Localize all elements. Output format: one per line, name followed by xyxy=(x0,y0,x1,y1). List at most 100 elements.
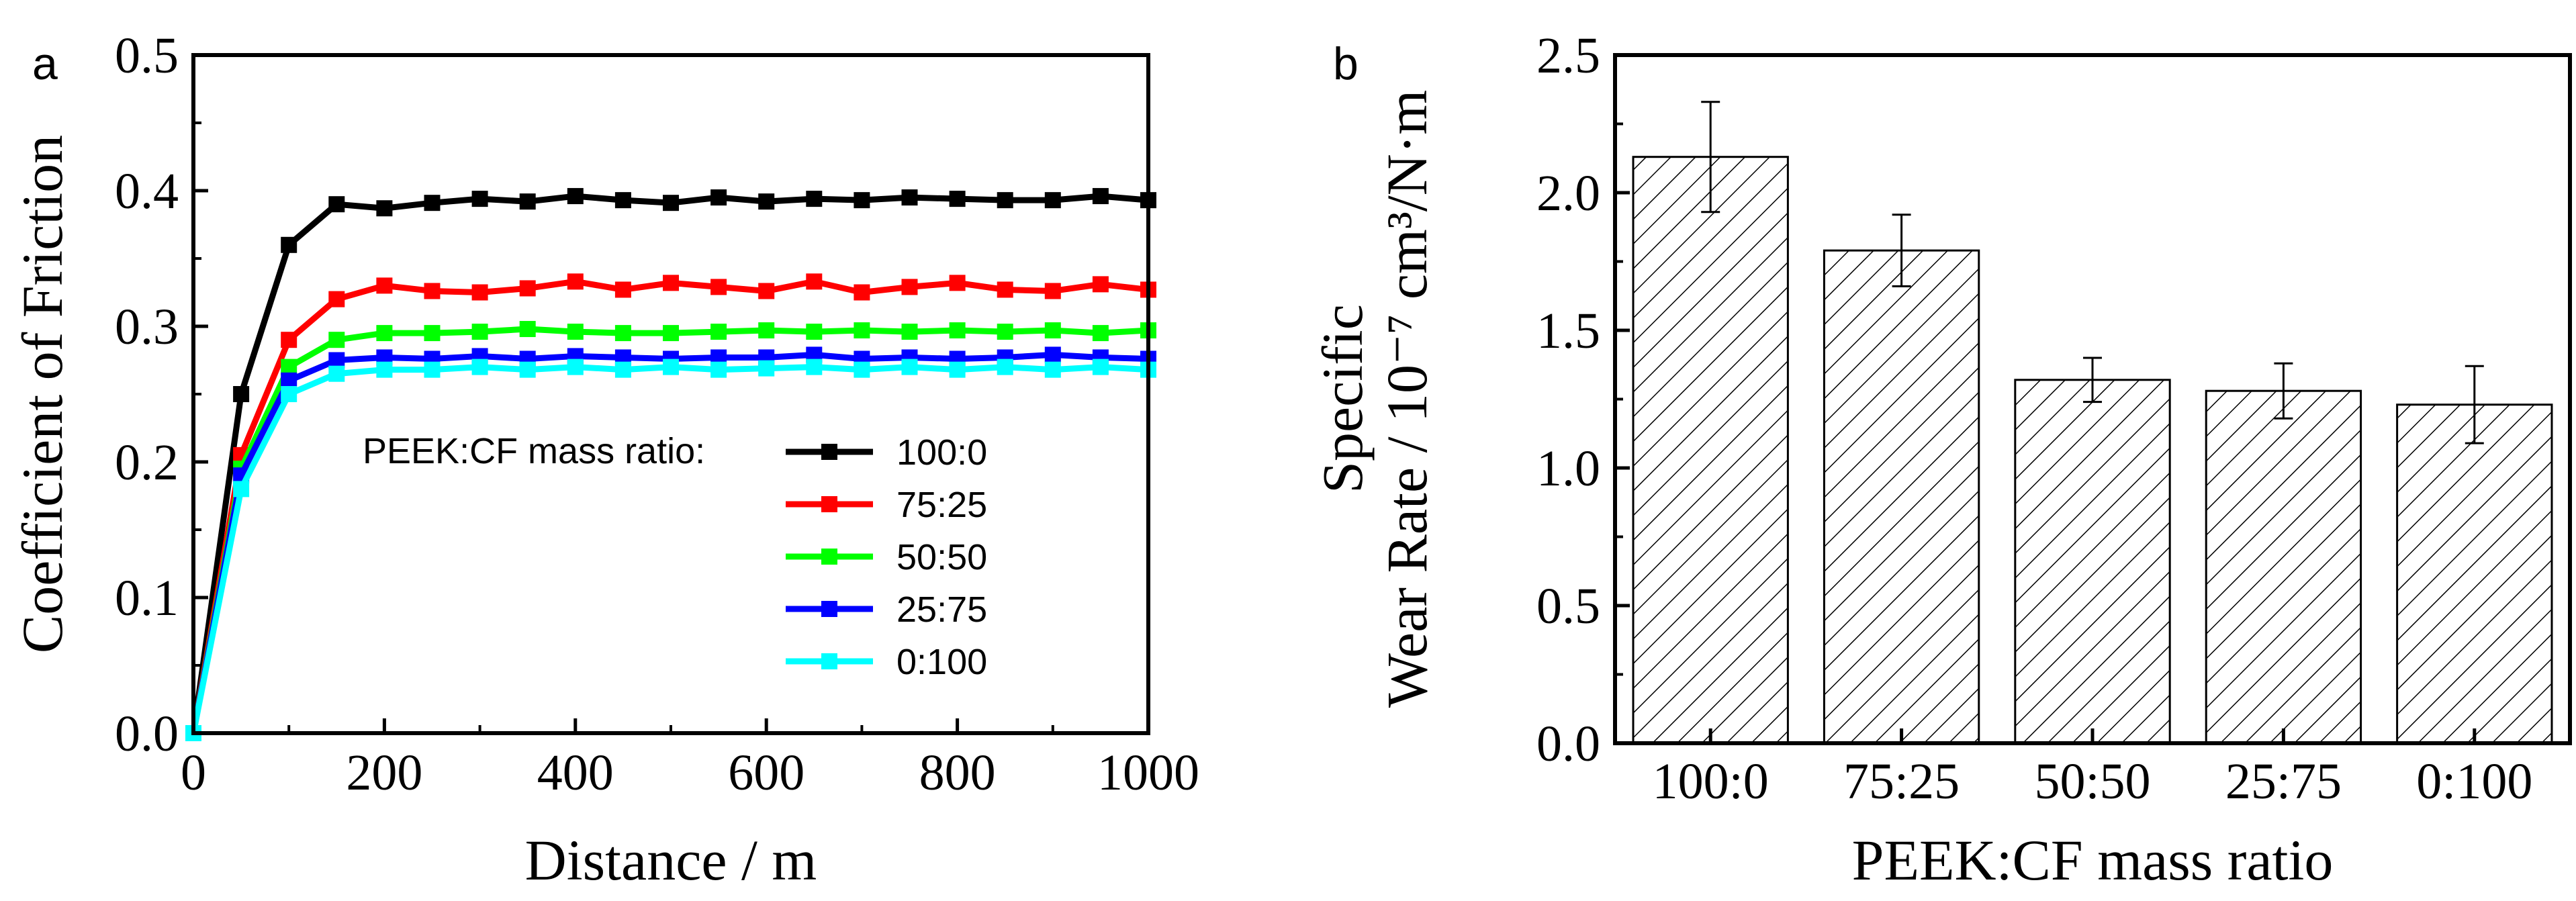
y-tick-label: 0.2 xyxy=(115,434,179,491)
data-point xyxy=(710,189,727,206)
data-point xyxy=(758,322,775,339)
x-tick-label: 0 xyxy=(181,745,206,801)
bar xyxy=(2205,389,2362,745)
x-tick-label: 75:25 xyxy=(1843,753,1960,810)
data-point xyxy=(901,324,918,340)
data-point xyxy=(854,361,870,378)
x-tick-label: 800 xyxy=(919,745,996,801)
data-point xyxy=(281,359,297,375)
data-point xyxy=(1044,192,1061,209)
bar xyxy=(1823,249,1980,745)
data-point xyxy=(997,192,1013,209)
y-tick-label: 0.3 xyxy=(115,299,179,355)
legend-label: 50:50 xyxy=(896,537,987,577)
data-point xyxy=(519,193,536,210)
data-point xyxy=(567,273,584,290)
data-point xyxy=(281,372,297,389)
legend-title: PEEK:CF mass ratio: xyxy=(363,431,705,471)
data-point xyxy=(328,352,345,369)
data-point xyxy=(567,324,584,340)
series-line-25:75 xyxy=(190,351,1149,734)
data-point xyxy=(901,279,918,295)
data-point xyxy=(376,277,393,294)
data-point xyxy=(1092,359,1109,375)
data-point xyxy=(376,325,393,342)
data-point xyxy=(376,361,393,378)
y-tick-label: 0.0 xyxy=(115,706,179,762)
data-point xyxy=(1092,276,1109,293)
data-point xyxy=(281,236,297,253)
y-tick-label: 0.5 xyxy=(1536,578,1600,634)
legend-swatch-marker xyxy=(821,549,837,565)
panel-a-x-axis-title: Distance / m xyxy=(525,828,817,892)
panel-b-ticks: 100:0 75:25 50:50 25:75 0:100 0.0 0.5 1.0 1.5 2.0… xyxy=(1536,28,2532,810)
bar xyxy=(2396,404,2553,745)
legend-label: 100:0 xyxy=(896,432,987,473)
data-point xyxy=(328,196,345,213)
panel-a-ticks: 0 200 400 600 800 1000 0.0 0.1 0.2 0.3 0.4 0.5 xyxy=(115,28,1199,801)
data-point xyxy=(328,291,345,307)
data-point xyxy=(901,189,918,206)
series-line-75:25 xyxy=(190,278,1149,734)
data-point xyxy=(758,193,775,210)
y-tick-label: 1.5 xyxy=(1536,303,1600,359)
data-point xyxy=(1044,283,1061,299)
data-point xyxy=(949,322,966,339)
data-point xyxy=(519,321,536,338)
data-point xyxy=(663,195,679,211)
data-point xyxy=(424,283,441,299)
data-point xyxy=(1044,346,1061,363)
x-tick-label: 1000 xyxy=(1097,745,1199,801)
x-tick-label: 100:0 xyxy=(1653,753,1769,810)
data-point xyxy=(854,284,870,301)
x-tick-label: 200 xyxy=(346,745,422,801)
legend-swatch-marker xyxy=(821,601,837,617)
data-point xyxy=(233,386,250,402)
data-point xyxy=(281,332,297,348)
data-point xyxy=(424,325,441,342)
y-tick-label: 0.1 xyxy=(115,570,179,626)
y-tick-label: 0.4 xyxy=(115,163,179,220)
data-point xyxy=(1092,188,1109,205)
data-point xyxy=(854,192,870,209)
data-point xyxy=(710,361,727,378)
data-point xyxy=(424,361,441,378)
data-point xyxy=(663,275,679,291)
y-tick-label: 2.5 xyxy=(1536,28,1600,84)
data-point xyxy=(758,283,775,299)
data-point xyxy=(663,325,679,342)
data-point xyxy=(614,361,631,378)
panel-a-series xyxy=(185,188,1156,741)
panel-a-label: a xyxy=(32,38,58,89)
panel-b-y-axis-title-line1: Specific xyxy=(1310,304,1375,493)
data-point xyxy=(997,324,1013,340)
panel-b-wear-chart: b 100:0 75:25 50:50 25:75 0:100 0.0 0.5 1.0 1.5 2… xyxy=(1310,28,2572,892)
x-tick-label: 600 xyxy=(728,745,804,801)
data-point xyxy=(997,359,1013,375)
data-point xyxy=(281,386,297,402)
data-point xyxy=(519,280,536,297)
data-point xyxy=(567,359,584,375)
data-point xyxy=(614,192,631,209)
data-point xyxy=(376,200,393,217)
y-tick-label: 2.0 xyxy=(1536,165,1600,222)
data-point xyxy=(567,188,584,205)
y-tick-label: 0.5 xyxy=(115,28,179,84)
panel-b-y-axis-title-line2: Wear Rate / 10⁻⁷ cm³/N·m xyxy=(1375,90,1439,708)
data-point xyxy=(424,195,441,211)
panel-a-plot-frame xyxy=(191,53,1150,735)
x-tick-label: 25:75 xyxy=(2225,753,2342,810)
data-point xyxy=(1044,361,1061,378)
data-point xyxy=(471,284,488,301)
data-point xyxy=(949,191,966,207)
data-point xyxy=(614,281,631,298)
legend-swatch-marker xyxy=(821,444,837,460)
data-point xyxy=(949,361,966,378)
bar xyxy=(1632,156,1789,745)
data-point xyxy=(328,332,345,348)
legend-swatch-marker xyxy=(821,496,837,512)
panel-a-legend: PEEK:CF mass ratio: 100:0 75:25 50:50 25:75… xyxy=(363,431,987,682)
data-point xyxy=(1092,325,1109,342)
data-point xyxy=(806,191,823,207)
